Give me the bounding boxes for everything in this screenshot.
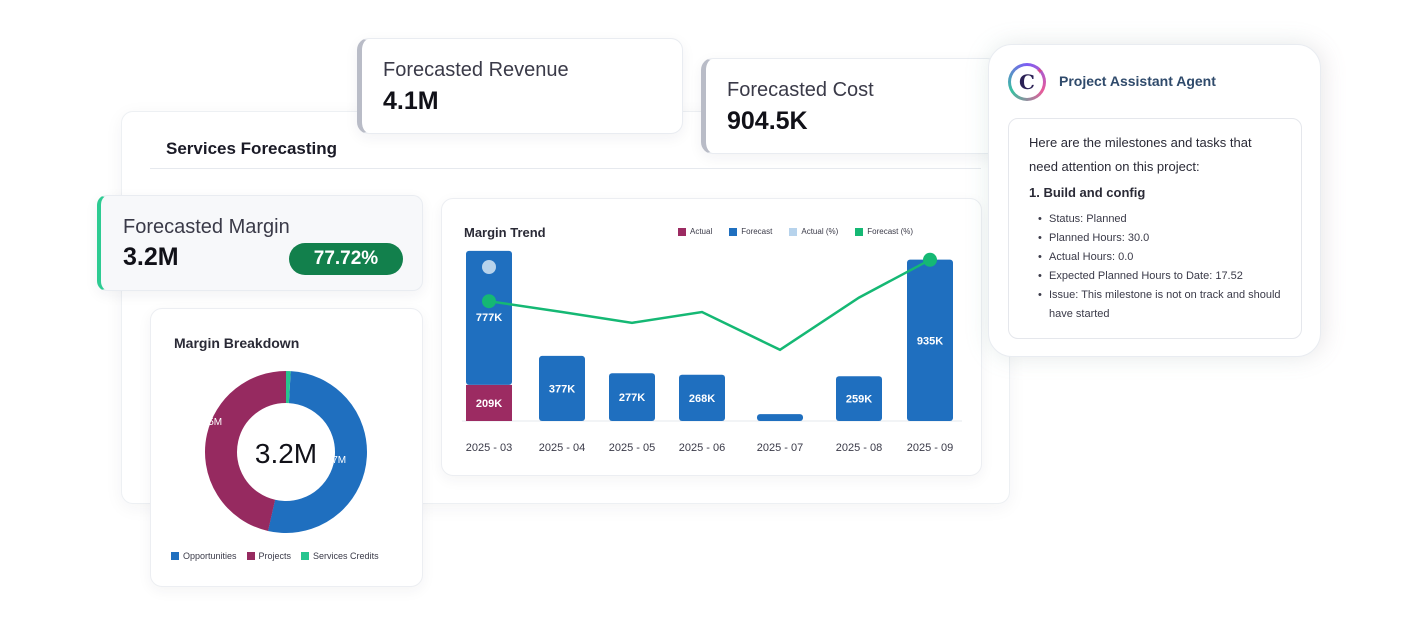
- legend-item-projects[interactable]: Projects: [246, 551, 292, 561]
- donut-slice-services-credits: [205, 371, 367, 533]
- x-tick-label: 2025 - 09: [907, 442, 953, 454]
- assistant-intro: Here are the milestones and tasks that n…: [1029, 135, 1252, 174]
- legend-item-actual-pct[interactable]: Actual (%): [789, 227, 838, 236]
- legend-label: Actual: [690, 227, 713, 236]
- margin-donut-chart: 1.7M 1.5M 3.2M: [200, 371, 367, 533]
- margin-percent-badge: 77.72%: [289, 243, 403, 275]
- bar-forecast-2025-06: [679, 374, 725, 421]
- assistant-title: Project Assistant Agent: [1059, 73, 1216, 89]
- bar-forecast-2025-09: [907, 259, 953, 421]
- assistant-logo: C: [1008, 63, 1046, 101]
- kpi-value: 904.5K: [727, 107, 808, 135]
- margin-trend-card: Margin Trend Actual Forecast Actual (%) …: [441, 198, 982, 476]
- kpi-label: Forecasted Revenue: [383, 59, 569, 81]
- kpi-label: Forecasted Margin: [123, 216, 290, 238]
- bar-forecast-2025-04: [539, 355, 585, 421]
- legend-swatch: [729, 227, 738, 236]
- x-tick-label: 2025 - 08: [836, 442, 882, 454]
- kpi-value: 3.2M: [123, 243, 179, 271]
- legend-label: Services Credits: [313, 551, 379, 561]
- project-assistant-card: C ✦ Project Assistant Agent Here are the…: [988, 44, 1321, 357]
- bar-forecast-2025-05: [609, 373, 655, 421]
- x-tick-label: 2025 - 04: [539, 442, 585, 454]
- bar-forecast-2025-03: [466, 250, 512, 385]
- kpi-value: 4.1M: [383, 87, 439, 115]
- assistant-logo-letter: C: [1011, 66, 1043, 98]
- bar-actual-2025-03: [466, 384, 512, 421]
- milestone-detail: Status: Planned: [1038, 210, 1289, 229]
- divider: [150, 168, 981, 169]
- legend-label: Forecast (%): [867, 227, 914, 236]
- milestone-detail: Issue: This milestone is not on track an…: [1038, 286, 1289, 324]
- forecast-pct-line: [488, 258, 931, 352]
- kpi-card-forecasted-revenue[interactable]: Forecasted Revenue 4.1M: [357, 38, 683, 134]
- donut-value-label: 1.5M: [200, 417, 222, 428]
- legend-item-opportunities[interactable]: Opportunities: [171, 551, 237, 561]
- bar-forecast-label: 268K: [689, 393, 715, 405]
- donut-slice-opportunities: [205, 371, 367, 533]
- bar-forecast-2025-07: [757, 414, 803, 421]
- milestone-detail: Expected Planned Hours to Date: 17.52: [1038, 267, 1289, 286]
- forecast-pct-point: [923, 252, 937, 267]
- actual-pct-point: [482, 260, 496, 274]
- legend-item-actual[interactable]: Actual: [678, 227, 712, 236]
- legend-label: Opportunities: [183, 551, 237, 561]
- legend-swatch: [789, 227, 798, 236]
- bar-forecast-label: 935K: [917, 335, 943, 347]
- donut-center-label: 3.2M: [255, 438, 317, 469]
- donut-value-label: 1.7M: [324, 455, 346, 466]
- legend-label: Actual (%): [801, 227, 839, 236]
- legend-item-forecast-pct[interactable]: Forecast (%): [855, 227, 913, 236]
- breakdown-legend: Opportunities Projects Services Credits: [171, 551, 379, 561]
- forecast-pct-point: [482, 294, 496, 309]
- kpi-card-forecasted-cost[interactable]: Forecasted Cost 904.5K: [701, 58, 999, 154]
- trend-legend: Actual Forecast Actual (%) Forecast (%): [678, 227, 913, 236]
- panel-title: Services Forecasting: [166, 139, 338, 158]
- legend-label: Forecast: [741, 227, 773, 236]
- legend-swatch: [246, 552, 255, 560]
- bar-forecast-2025-08: [836, 376, 882, 421]
- legend-swatch: [678, 227, 686, 236]
- bar-forecast-label: 377K: [549, 383, 575, 395]
- x-tick-label: 2025 - 05: [609, 442, 655, 454]
- trend-title: Margin Trend: [464, 225, 546, 240]
- margin-breakdown-card: Margin Breakdown 1.7M 1.5M 3.2M Opportunit…: [150, 308, 423, 587]
- bar-forecast-label: 259K: [846, 394, 872, 406]
- x-tick-label: 2025 - 06: [679, 442, 725, 454]
- legend-swatch: [171, 552, 179, 560]
- bar-forecast-label: 277K: [619, 392, 645, 404]
- milestone-detail: Planned Hours: 30.0: [1038, 229, 1289, 248]
- sparkle-icon: ✦: [1036, 66, 1044, 76]
- assistant-message: Here are the milestones and tasks that n…: [1008, 118, 1302, 339]
- milestone-detail: Actual Hours: 0.0: [1038, 248, 1289, 267]
- legend-label: Projects: [258, 551, 292, 561]
- milestone-heading: 1. Build and config: [1029, 185, 1146, 200]
- x-tick-label: 2025 - 03: [466, 442, 512, 454]
- legend-item-services-credits[interactable]: Services Credits: [301, 551, 379, 561]
- x-tick-label: 2025 - 07: [757, 442, 803, 454]
- breakdown-title: Margin Breakdown: [174, 335, 300, 351]
- legend-swatch: [855, 227, 864, 236]
- kpi-label: Forecasted Cost: [727, 79, 874, 101]
- margin-trend-chart: 209K 777K 2025 - 03 377K 2025 - 04 277K 2025 -…: [462, 250, 962, 454]
- bar-actual-label: 209K: [476, 398, 502, 410]
- legend-swatch: [301, 552, 310, 560]
- legend-item-forecast[interactable]: Forecast: [729, 227, 772, 236]
- bar-forecast-label: 777K: [476, 312, 502, 324]
- kpi-card-forecasted-margin[interactable]: Forecasted Margin 3.2M 77.72%: [97, 195, 423, 291]
